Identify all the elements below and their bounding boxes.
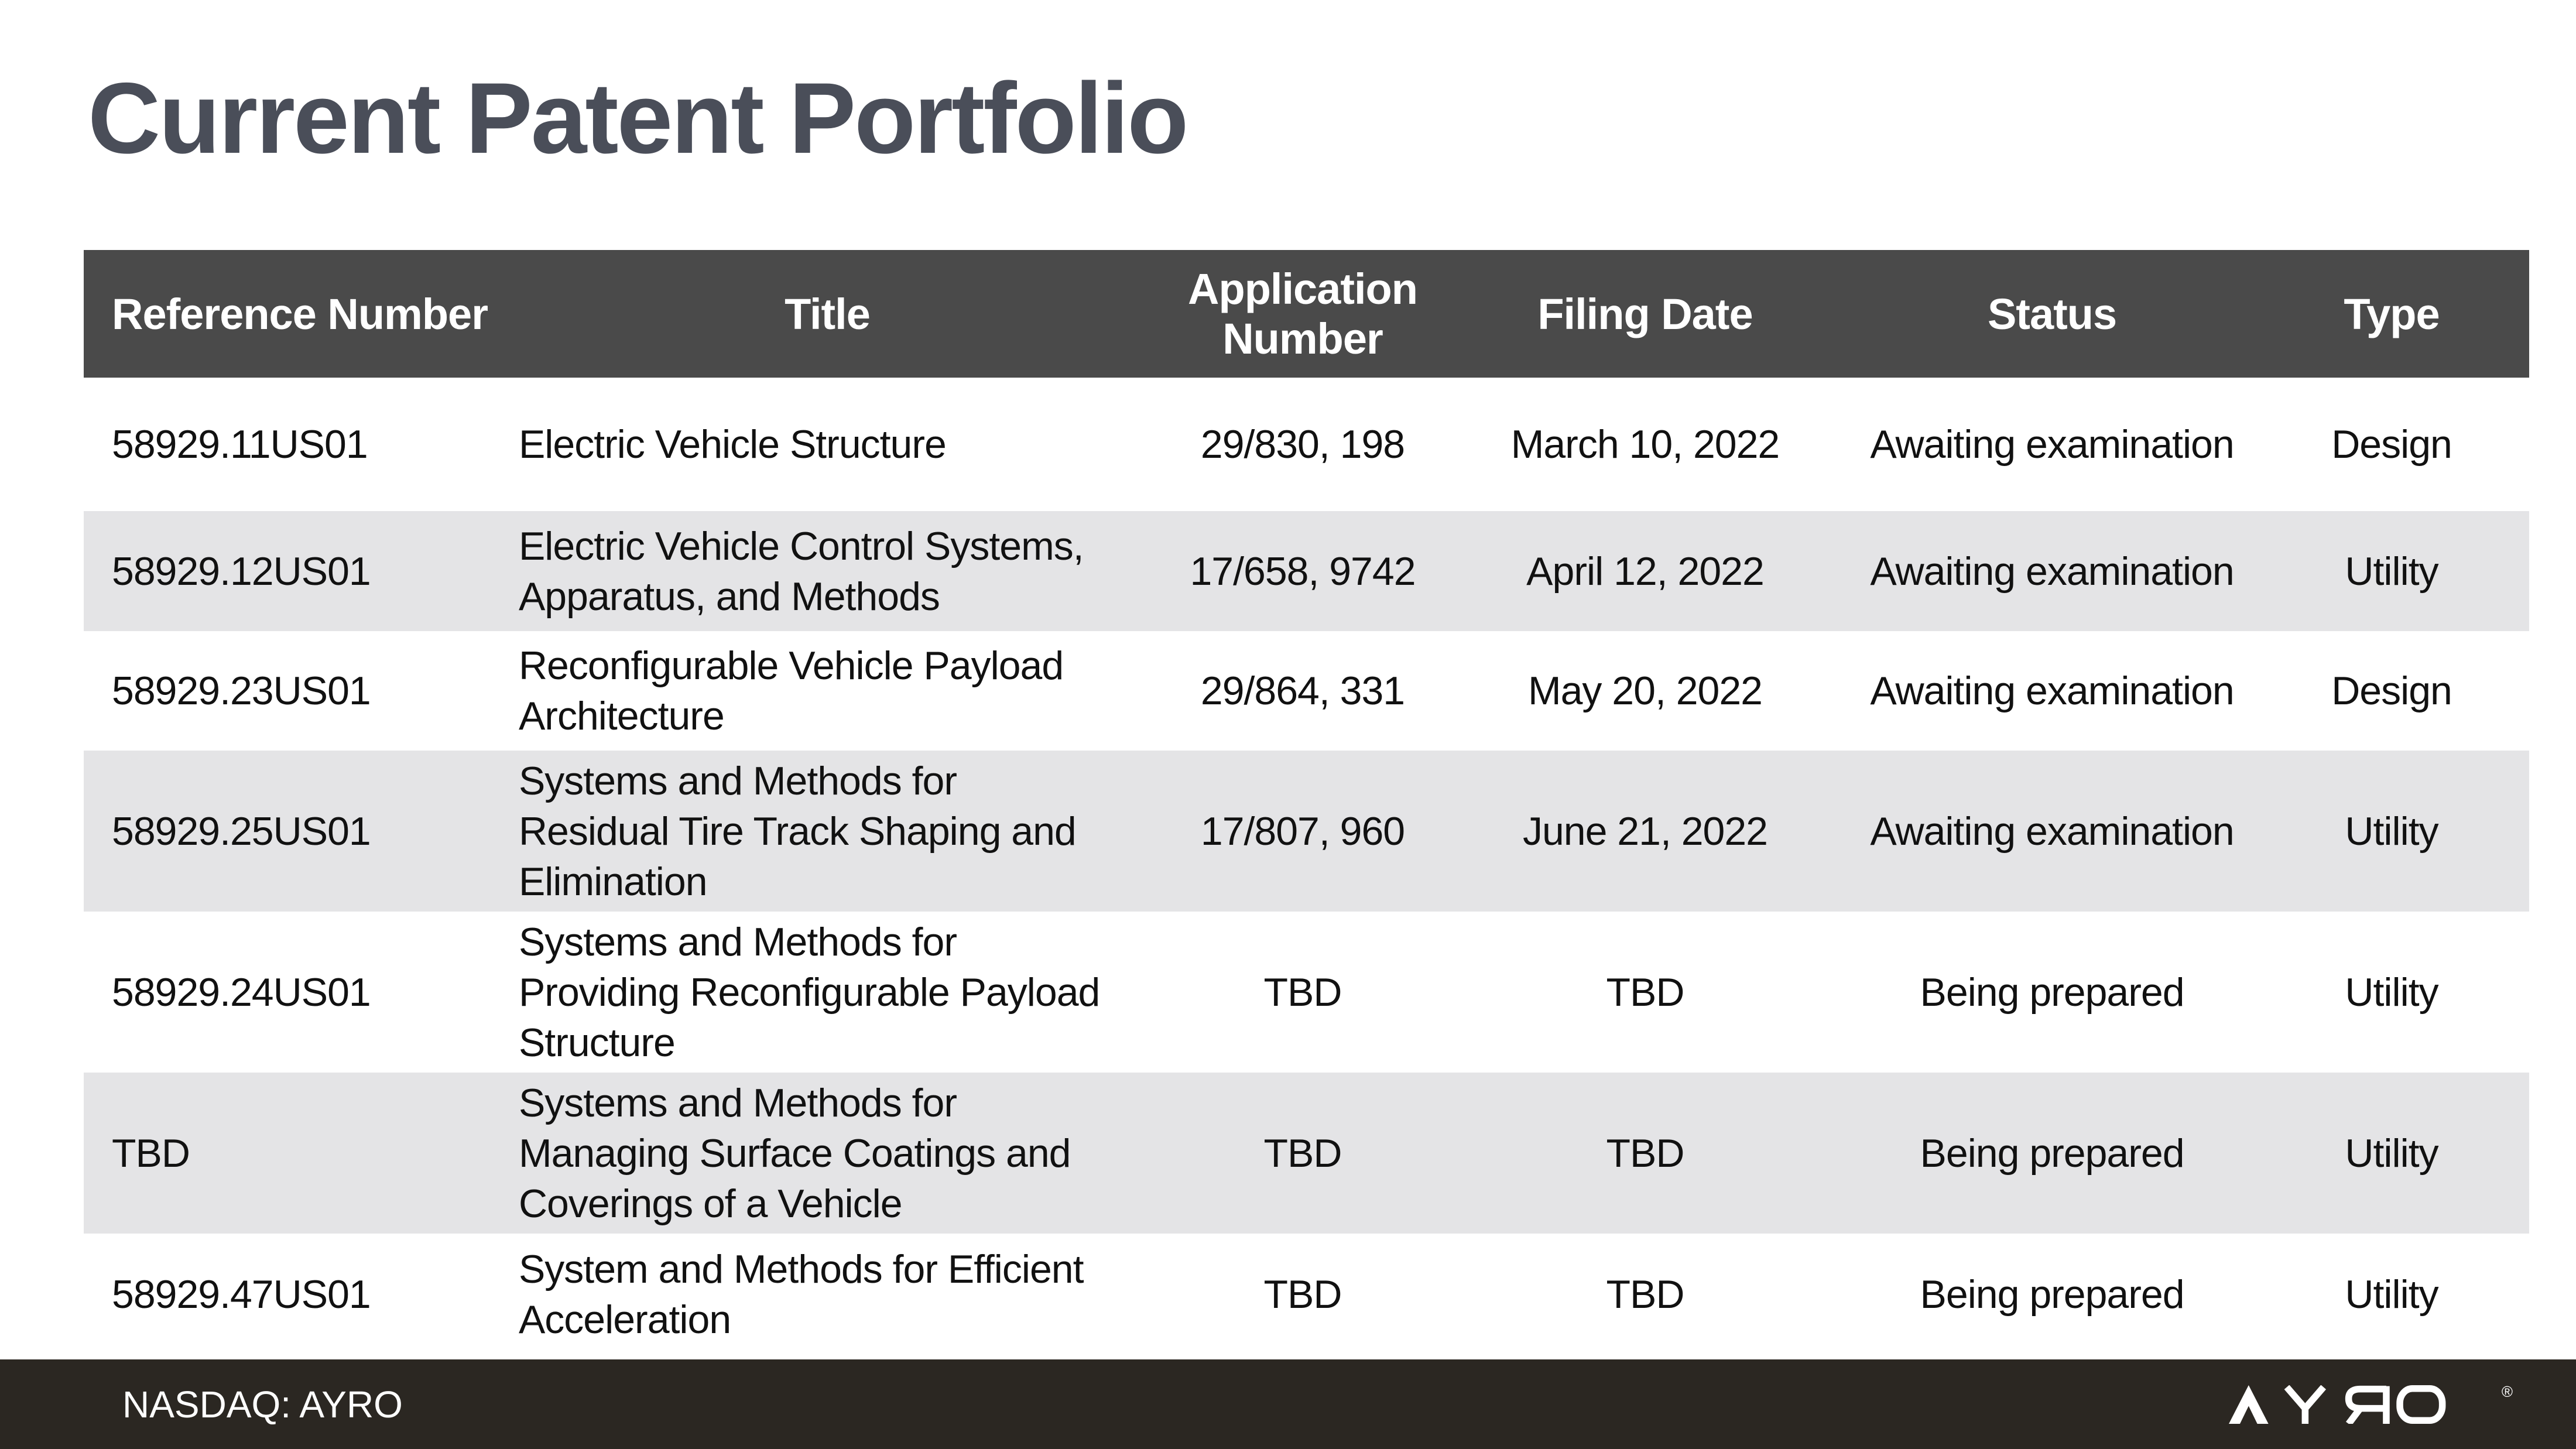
cell-filing-date: TBD <box>1606 1131 1684 1176</box>
table-row: 58929.25US01 Systems and Methods for Res… <box>84 751 2529 912</box>
cell-status: Awaiting examination <box>1870 422 2234 467</box>
cell-reference-number: 58929.12US01 <box>112 549 371 594</box>
cell-title: Systems and Methods for Residual Tire Tr… <box>518 758 1077 904</box>
cell-filing-date: TBD <box>1606 970 1684 1015</box>
cell-status: Awaiting examination <box>1870 669 2234 713</box>
table-row: 58929.23US01 Reconfigurable Vehicle Payl… <box>84 631 2529 751</box>
cell-filing-date: May 20, 2022 <box>1527 669 1763 713</box>
column-header-filing-date: Filing Date <box>1537 289 1753 338</box>
cell-application-number: 17/658, 9742 <box>1190 549 1416 594</box>
footer-bar: NASDAQ: AYRO <box>0 1359 2576 1449</box>
cell-title: Electric Vehicle Structure <box>518 422 947 467</box>
cell-title: Reconfigurable Vehicle Payload Architect… <box>518 643 1064 738</box>
column-header-reference-number: Reference Number <box>112 289 488 338</box>
table-header: Reference Number Title Application Numbe… <box>84 250 2529 378</box>
cell-status: Being prepared <box>1920 1272 2185 1317</box>
cell-type: Utility <box>2345 1272 2438 1317</box>
column-header-status: Status <box>1987 289 2117 338</box>
table-row: 58929.11US01 Electric Vehicle Structure … <box>84 378 2529 511</box>
registered-trademark-symbol: ® <box>2501 1382 2513 1400</box>
cell-reference-number: 58929.24US01 <box>112 970 371 1015</box>
nasdaq-ticker-label: NASDAQ: AYRO <box>122 1383 403 1426</box>
cell-application-number: TBD <box>1263 1272 1342 1317</box>
table-row: 58929.24US01 Systems and Methods for Pro… <box>84 912 2529 1073</box>
cell-reference-number: 58929.47US01 <box>112 1272 371 1317</box>
cell-application-number: 29/830, 198 <box>1200 422 1405 467</box>
table-row: 58929.12US01 Electric Vehicle Control Sy… <box>84 511 2529 631</box>
cell-type: Utility <box>2345 1131 2438 1176</box>
column-header-title: Title <box>785 289 871 338</box>
ayro-wordmark-icon <box>2228 1385 2446 1424</box>
cell-application-number: TBD <box>1263 1131 1342 1176</box>
cell-type: Design <box>2331 422 2452 467</box>
cell-status: Being prepared <box>1920 1131 2185 1176</box>
cell-title: Systems and Methods for Providing Reconf… <box>518 919 1100 1065</box>
cell-title: Electric Vehicle Control Systems, Appara… <box>518 523 1084 619</box>
cell-type: Utility <box>2345 549 2438 594</box>
ayro-logo: ® <box>2228 1382 2513 1424</box>
table-row: TBD Systems and Methods for Managing Sur… <box>84 1073 2529 1234</box>
cell-reference-number: TBD <box>112 1131 190 1176</box>
cell-filing-date: April 12, 2022 <box>1526 549 1765 594</box>
cell-application-number: 17/807, 960 <box>1200 809 1405 854</box>
cell-status: Awaiting examination <box>1870 809 2234 854</box>
cell-filing-date: March 10, 2022 <box>1510 422 1780 467</box>
page-title: Current Patent Portfolio <box>88 62 1188 174</box>
cell-reference-number: 58929.25US01 <box>112 809 371 854</box>
table-header-row: Reference Number Title Application Numbe… <box>84 250 2529 378</box>
cell-title: Systems and Methods for Managing Surface… <box>518 1080 1071 1226</box>
cell-type: Utility <box>2345 970 2438 1015</box>
cell-application-number: TBD <box>1263 970 1342 1015</box>
cell-status: Awaiting examination <box>1870 549 2234 594</box>
patent-table: Reference Number Title Application Numbe… <box>84 250 2529 1355</box>
cell-application-number: 29/864, 331 <box>1200 669 1405 713</box>
table-row: 58929.47US01 System and Methods for Effi… <box>84 1234 2529 1355</box>
column-header-type: Type <box>2344 289 2440 338</box>
cell-reference-number: 58929.23US01 <box>112 669 371 713</box>
cell-type: Utility <box>2345 809 2438 854</box>
cell-filing-date: TBD <box>1606 1272 1684 1317</box>
cell-title: System and Methods for Efficient Acceler… <box>518 1247 1084 1342</box>
cell-status: Being prepared <box>1920 970 2185 1015</box>
cell-type: Design <box>2331 669 2452 713</box>
column-header-application-number: Application Number <box>1188 265 1418 363</box>
cell-reference-number: 58929.11US01 <box>112 422 368 467</box>
cell-filing-date: June 21, 2022 <box>1522 809 1768 854</box>
